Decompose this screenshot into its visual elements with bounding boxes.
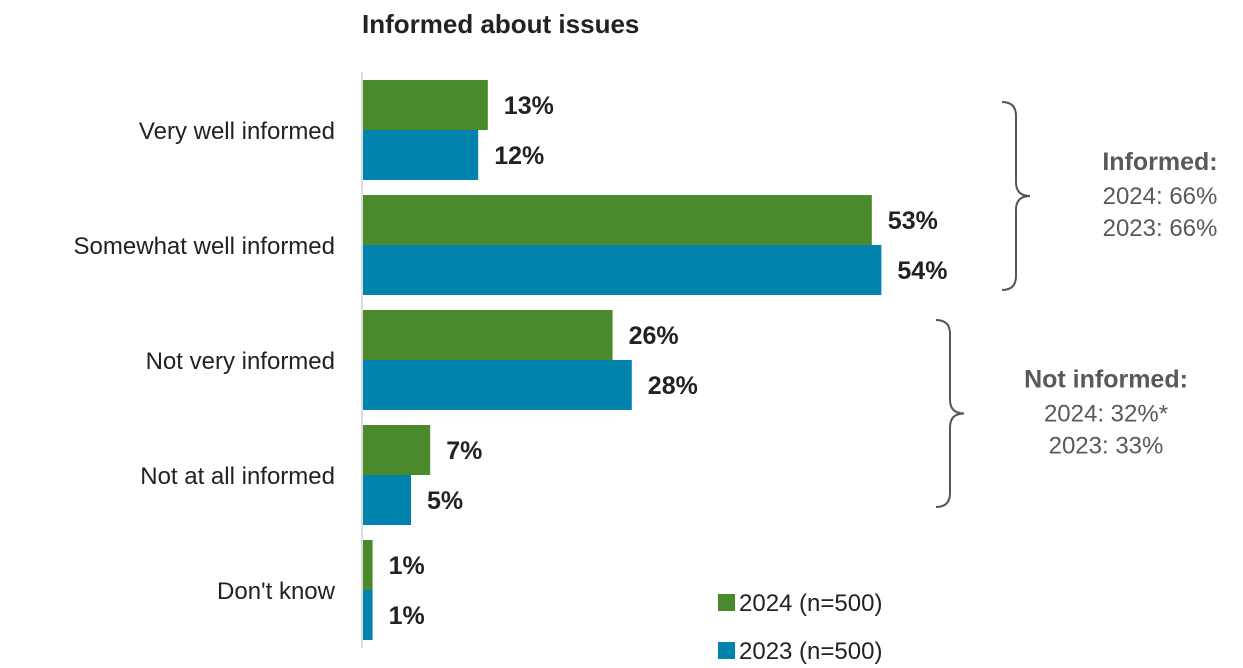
data-label: 13% (504, 92, 554, 120)
bar-2024 (363, 310, 613, 360)
data-label: 53% (888, 207, 938, 235)
legend: 2024 (n=500) 2023 (n=500) (718, 590, 882, 665)
bar-2024 (363, 80, 488, 130)
legend-swatch (718, 594, 735, 611)
bar-2023 (363, 590, 373, 640)
legend-label: 2024 (n=500) (739, 590, 882, 617)
group-summary-line: 2024: 66% (1103, 183, 1218, 210)
data-label: 26% (629, 322, 679, 350)
group-bracket (1001, 101, 1031, 291)
group-bracket (935, 319, 965, 508)
category-label: Not very informed (146, 348, 335, 375)
data-label: 1% (389, 602, 425, 630)
category-label: Not at all informed (140, 463, 335, 490)
legend-label: 2023 (n=500) (739, 638, 882, 665)
bar-2023 (363, 360, 632, 410)
data-label: 54% (897, 257, 947, 285)
bar-2024 (363, 425, 431, 475)
category-label: Don't know (217, 578, 336, 605)
category-label: Somewhat well informed (74, 233, 335, 260)
bar-2023 (363, 475, 411, 525)
group-title: Informed: (1102, 148, 1217, 176)
legend-swatch (718, 642, 735, 659)
bars-layer (363, 80, 882, 640)
data-label: 12% (494, 142, 544, 170)
group-summary-line: 2024: 32%* (1044, 401, 1168, 428)
bar-2024 (363, 540, 373, 590)
bar-2023 (363, 245, 882, 295)
group-summary-line: 2023: 33% (1049, 433, 1164, 460)
bar-2023 (363, 130, 479, 180)
data-label: 5% (427, 487, 463, 515)
data-label: 28% (648, 372, 698, 400)
data-label: 7% (446, 437, 482, 465)
chart-title: Informed about issues (362, 9, 639, 39)
data-label: 1% (389, 552, 425, 580)
bar-2024 (363, 195, 872, 245)
group-title: Not informed: (1024, 366, 1188, 394)
group-brackets: Informed: 2024: 66% 2023: 66% Not informed:… (935, 101, 1218, 508)
category-label: Very well informed (139, 118, 335, 145)
group-summary-line: 2023: 66% (1103, 215, 1218, 242)
labels-layer: Very well informed 13% 12% Somewhat well in… (74, 92, 948, 630)
